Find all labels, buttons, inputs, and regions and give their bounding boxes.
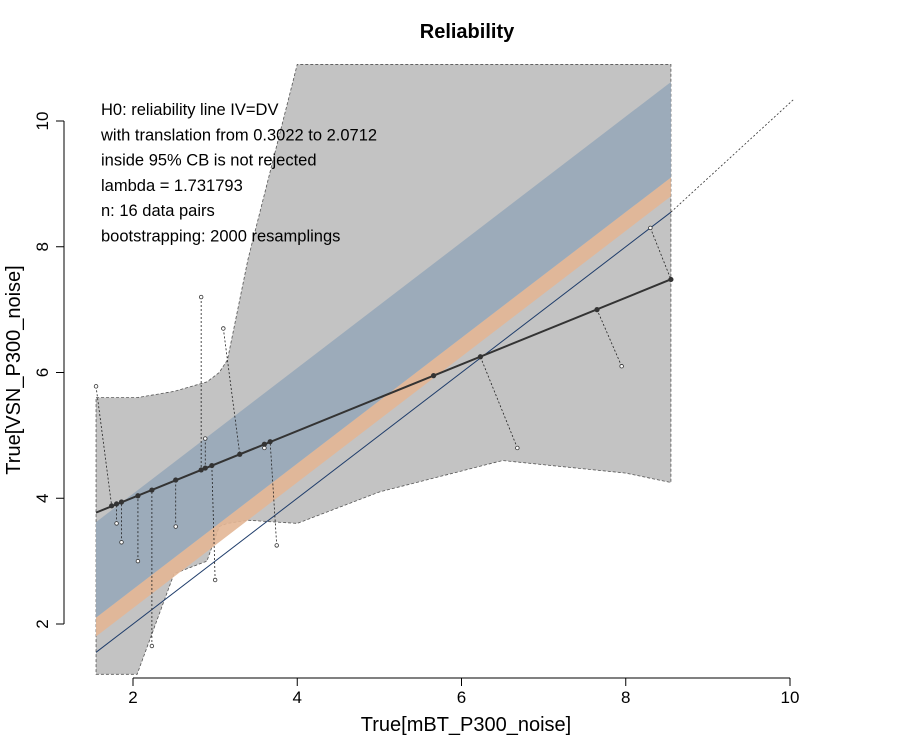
x-tick-label: 2	[128, 688, 137, 707]
fitted-point	[477, 354, 483, 360]
annotation-line: bootstrapping: 2000 resamplings	[101, 228, 340, 246]
fitted-point	[149, 487, 155, 493]
observed-point	[212, 577, 218, 583]
observed-point	[648, 225, 653, 231]
reliability-line	[95, 211, 672, 653]
fitted-point	[113, 501, 120, 507]
observed-point	[114, 521, 119, 526]
y-tick-label: 2	[33, 619, 52, 628]
y-tick-label: 10	[33, 112, 52, 131]
extended-range-line	[670, 98, 794, 213]
annotation-line: with translation from 0.3022 to 2.0712	[100, 126, 377, 144]
fitted-point	[430, 373, 437, 379]
residual-line	[222, 328, 241, 455]
y-tick-label: 4	[33, 494, 52, 503]
regression-line	[95, 278, 672, 514]
fitted-point	[198, 467, 204, 473]
observed-point	[619, 364, 624, 369]
fitted-point	[109, 503, 115, 509]
annotation-line: lambda = 1.731793	[101, 177, 243, 195]
observed-point	[198, 294, 204, 300]
annotation-line: inside 95% CB is not rejected	[101, 152, 317, 170]
fitted-point	[267, 439, 273, 445]
fitted-point	[135, 493, 141, 499]
chart-title: Reliability	[420, 21, 515, 43]
observed-point	[135, 558, 141, 564]
observed-point	[274, 543, 279, 548]
residual-line	[95, 386, 113, 506]
fitted-point	[173, 477, 179, 483]
residual-line	[211, 465, 216, 580]
fitted-point	[209, 462, 215, 469]
observed-point	[93, 384, 99, 389]
observed-point	[149, 643, 155, 649]
fitted-point	[594, 307, 600, 313]
x-tick-label: 6	[457, 688, 466, 707]
y-tick-label: 6	[33, 368, 52, 377]
x-tick-label: 8	[621, 688, 630, 707]
observed-point	[119, 540, 124, 545]
translation-band	[96, 81, 671, 618]
x-axis-label: True[mBT_P300_noise]	[361, 714, 571, 736]
residual-line	[269, 441, 278, 546]
fitted-point	[261, 441, 267, 447]
residual-line	[650, 227, 672, 280]
y-tick-label: 8	[33, 242, 52, 251]
x-tick-label: 10	[781, 688, 800, 707]
y-axis-label: True[VSN_P300_noise]	[3, 265, 25, 474]
residual-line	[480, 356, 518, 449]
observed-point	[221, 326, 226, 331]
translation-band-lower-edge	[96, 177, 671, 637]
annotation-line: H0: reliability line IV=DV	[101, 101, 278, 119]
x-tick-label: 4	[293, 688, 302, 707]
observed-point	[515, 445, 520, 451]
observed-point	[203, 436, 208, 441]
fitted-point	[202, 465, 208, 471]
observed-point	[173, 524, 178, 529]
fitted-point	[118, 499, 125, 505]
annotation-line: n: 16 data pairs	[101, 202, 215, 220]
fitted-point	[668, 276, 674, 283]
fitted-point	[237, 451, 243, 457]
